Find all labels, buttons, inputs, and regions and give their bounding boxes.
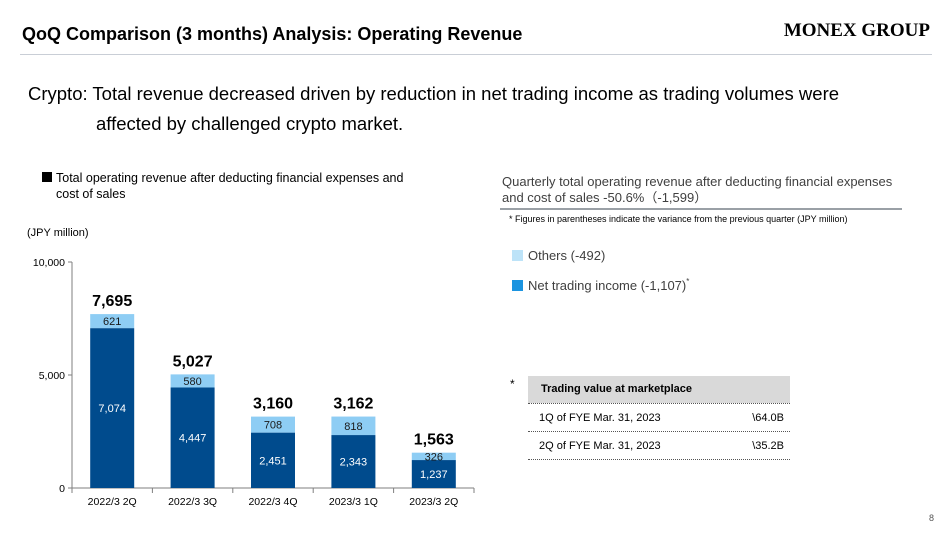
- variance-note: * Figures in parentheses indicate the va…: [509, 214, 848, 224]
- table-row-label: 2Q of FYE Mar. 31, 2023: [539, 440, 661, 452]
- table-asterisk: *: [510, 377, 515, 391]
- legend-others-swatch: [512, 250, 523, 261]
- data-label-net-trading: 7,074: [98, 403, 126, 415]
- x-tick-label: 2023/3 2Q: [409, 496, 458, 508]
- table-row: 2Q of FYE Mar. 31, 2023 \35.2B: [528, 432, 790, 460]
- y-axis-unit-label: (JPY million): [27, 227, 89, 239]
- bar-net-trading: [331, 435, 376, 488]
- x-tick-label: 2022/3 2Q: [88, 496, 137, 508]
- x-tick-label: 2022/3 3Q: [168, 496, 217, 508]
- data-label-net-trading: 2,451: [259, 455, 287, 467]
- bar-others: [411, 452, 456, 461]
- data-label-total: 3,160: [253, 396, 293, 413]
- data-label-net-trading: 1,237: [420, 469, 448, 481]
- legend-others-label: Others (-492): [528, 248, 606, 263]
- trading-value-table: Trading value at marketplace 1Q of FYE M…: [528, 376, 790, 460]
- data-label-net-trading: 4,447: [179, 433, 207, 445]
- y-tick-label: 0: [59, 483, 65, 495]
- data-label-others: 708: [264, 420, 282, 432]
- x-tick-label: 2022/3 4Q: [248, 496, 297, 508]
- chart-legend: Total operating revenue after deducting …: [42, 170, 422, 202]
- headline-line-2: affected by challenged crypto market.: [96, 113, 404, 134]
- data-label-total: 3,162: [333, 396, 373, 413]
- table-row-value: \35.2B: [752, 440, 784, 452]
- legend-others: Others (-492): [512, 248, 605, 263]
- headline-line-1: Crypto: Total revenue decreased driven b…: [28, 83, 840, 104]
- x-tick-label: 2023/3 1Q: [329, 496, 378, 508]
- header-divider: [20, 54, 932, 55]
- bar-net-trading: [411, 460, 456, 488]
- headline: Crypto: Total revenue decreased driven b…: [28, 79, 839, 139]
- bar-net-trading: [90, 328, 135, 488]
- table-row-label: 1Q of FYE Mar. 31, 2023: [539, 412, 661, 424]
- data-label-others: 818: [344, 421, 362, 433]
- page-title: QoQ Comparison (3 months) Analysis: Oper…: [22, 24, 523, 44]
- data-label-others: 580: [183, 376, 201, 388]
- bar-net-trading: [170, 387, 215, 488]
- legend-net-trading: Net trading income (-1,107)*: [512, 277, 689, 293]
- legend-net-trading-label: Net trading income (-1,107): [528, 278, 687, 293]
- page-number: 8: [928, 513, 934, 523]
- bar-others: [331, 416, 376, 436]
- variance-divider: [500, 208, 902, 210]
- data-label-total: 1,563: [414, 432, 454, 449]
- data-label-net-trading: 2,343: [340, 457, 368, 469]
- data-label-others: 326: [425, 451, 443, 463]
- y-tick-label: 5,000: [39, 370, 65, 382]
- y-tick-label: 10,000: [33, 257, 65, 269]
- table-header: Trading value at marketplace: [528, 376, 790, 403]
- company-logo: MONEX GROUP: [783, 20, 930, 41]
- bar-others: [90, 314, 135, 329]
- variance-title: Quarterly total operating revenue after …: [502, 174, 893, 205]
- legend-net-trading-mark: *: [686, 277, 690, 286]
- table-row-value: \64.0B: [752, 412, 784, 424]
- legend-net-trading-swatch: [512, 280, 523, 291]
- legend-square-icon: [42, 172, 52, 182]
- data-label-others: 621: [103, 316, 121, 328]
- bar-others: [251, 416, 295, 433]
- bar-others: [170, 374, 215, 388]
- bar-net-trading: [251, 432, 295, 488]
- table-row: 1Q of FYE Mar. 31, 2023 \64.0B: [528, 403, 790, 432]
- chart-legend-label: Total operating revenue after deducting …: [56, 171, 404, 201]
- data-label-total: 5,027: [173, 353, 213, 370]
- data-label-total: 7,695: [92, 293, 132, 310]
